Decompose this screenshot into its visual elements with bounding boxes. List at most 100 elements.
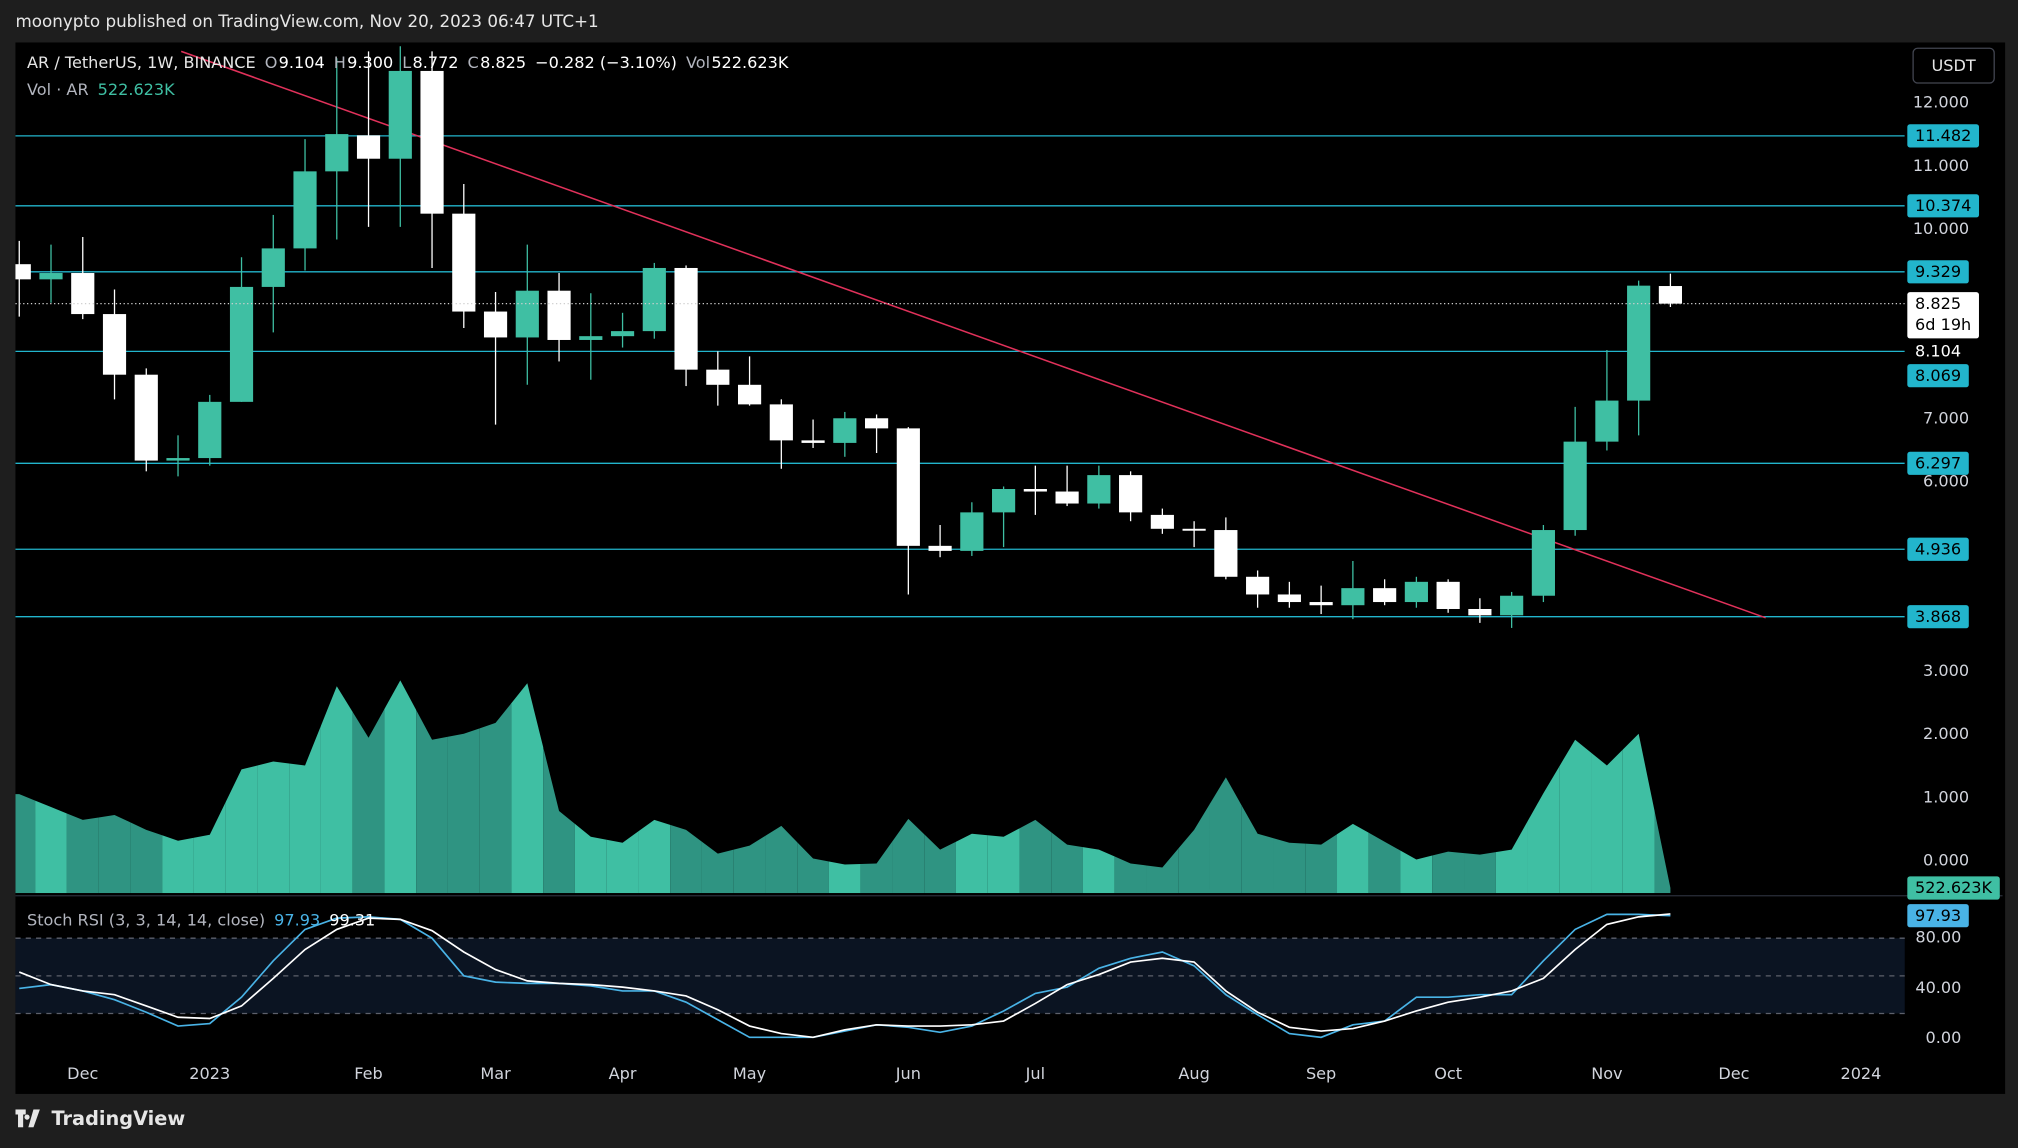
candle-body xyxy=(39,273,63,280)
volume-area xyxy=(1559,739,1592,894)
x-tick-label: Jun xyxy=(895,1064,921,1083)
candle-body xyxy=(166,458,190,461)
candle-body xyxy=(1373,588,1397,603)
last-price-label: 8.825 6d 19h xyxy=(1907,292,1979,339)
x-tick-label: May xyxy=(733,1064,767,1083)
stoch-line xyxy=(19,913,1671,1039)
volume-area xyxy=(162,835,194,894)
volume-area xyxy=(1241,805,1274,894)
volume-name: Vol · AR xyxy=(27,79,89,100)
volume-area xyxy=(1082,847,1115,894)
volume-area xyxy=(416,710,448,894)
legend-value: 522.623K xyxy=(711,52,789,73)
volume-area xyxy=(320,686,353,894)
candle-body xyxy=(1658,286,1682,304)
candle-body xyxy=(960,512,984,551)
candle-body xyxy=(15,264,31,280)
candle-body xyxy=(674,267,698,370)
volume-area xyxy=(797,842,829,894)
legend-key: O xyxy=(264,52,278,73)
price-marker-label-text: 8.104 xyxy=(1915,341,1961,360)
volume-area xyxy=(384,680,417,894)
volume-area xyxy=(1400,850,1433,894)
level-label-box xyxy=(1907,194,1980,218)
y-tick-label: 0.00 xyxy=(1926,1028,1962,1047)
legend-key: C xyxy=(467,52,479,73)
volume-label-box xyxy=(1907,876,2000,900)
volume-area xyxy=(606,831,639,894)
logo xyxy=(15,1109,40,1128)
trendline xyxy=(180,50,1766,619)
volume-label-text: 522.623K xyxy=(1915,878,1992,897)
candle-body xyxy=(1595,400,1619,442)
volume-area xyxy=(225,765,258,894)
candle-body xyxy=(579,336,603,340)
candle-body xyxy=(1627,285,1651,401)
volume-area xyxy=(987,828,1020,894)
x-tick-label: Apr xyxy=(609,1064,637,1083)
y-tick-label: 0.000 xyxy=(1923,850,1969,869)
currency-button[interactable]: USDT xyxy=(1912,47,1995,84)
candle-body xyxy=(1214,530,1238,577)
y-tick-label: 3.000 xyxy=(1923,661,1969,680)
candle-body xyxy=(801,440,825,443)
level-label-text: 10.374 xyxy=(1915,196,1971,215)
volume-area xyxy=(1495,821,1528,894)
volume-legend: Vol · AR 522.623K xyxy=(27,80,175,99)
candle-body xyxy=(1023,489,1047,492)
volume-area xyxy=(130,822,163,894)
x-tick-label: Sep xyxy=(1306,1064,1336,1083)
candle-body xyxy=(1087,475,1111,504)
x-tick-label: Dec xyxy=(67,1064,98,1083)
publish-header: moonypto published on TradingView.com, N… xyxy=(15,12,599,33)
volume-area xyxy=(35,800,67,894)
y-tick-label: 10.000 xyxy=(1913,219,1969,238)
volume-area xyxy=(447,728,480,894)
level-label-text: 6.297 xyxy=(1915,453,1961,472)
volume-area xyxy=(1368,832,1401,894)
level-label-box xyxy=(1907,451,1969,475)
candle-body xyxy=(1563,441,1587,531)
volume-area xyxy=(66,813,99,894)
volume-area xyxy=(1146,848,1179,894)
last-price-label-box xyxy=(1907,292,1979,339)
volume-area xyxy=(257,761,290,894)
x-tick-label: Oct xyxy=(1434,1064,1462,1083)
legend-key: H xyxy=(333,52,346,73)
level-label: 10.374 xyxy=(1907,194,1980,218)
footer: TradingView xyxy=(15,1107,185,1130)
candle-body xyxy=(547,290,571,340)
stoch-line xyxy=(18,913,1671,1039)
volume-area xyxy=(289,725,321,894)
volume-area xyxy=(1337,823,1369,894)
volume-area xyxy=(892,818,925,894)
volume-area xyxy=(352,709,385,894)
k-last-label: 97.93 xyxy=(1907,904,1969,928)
level-label: 4.936 xyxy=(1907,537,1969,561)
level-label: 6.297 xyxy=(1907,451,1969,475)
legend-value: 8.825 xyxy=(480,52,527,73)
level-label-box xyxy=(1907,124,1980,148)
candle-body xyxy=(1055,491,1079,504)
legend-value: 9.104 xyxy=(278,52,325,73)
level-label-text: 3.868 xyxy=(1915,607,1961,626)
candle-body xyxy=(1150,514,1174,529)
k-value: 97.93 xyxy=(274,909,321,930)
volume-area xyxy=(479,703,512,894)
volume-area xyxy=(15,794,36,894)
legend-value: 8.772 xyxy=(412,52,459,73)
candle-body xyxy=(388,70,412,159)
y-tick-label: 80.00 xyxy=(1915,928,1961,947)
volume-value: 522.623K xyxy=(97,79,175,100)
d-value: 99.31 xyxy=(329,909,376,930)
candle-body xyxy=(1500,595,1524,616)
volume-area xyxy=(638,819,671,894)
candle-body xyxy=(1531,530,1555,596)
volume-area xyxy=(733,835,766,894)
volume-area xyxy=(1051,832,1083,894)
k-last-label-text: 97.93 xyxy=(1915,906,1961,925)
x-tick-label: Aug xyxy=(1178,1064,1209,1083)
volume-area xyxy=(1622,733,1655,894)
candle-body xyxy=(896,428,920,546)
